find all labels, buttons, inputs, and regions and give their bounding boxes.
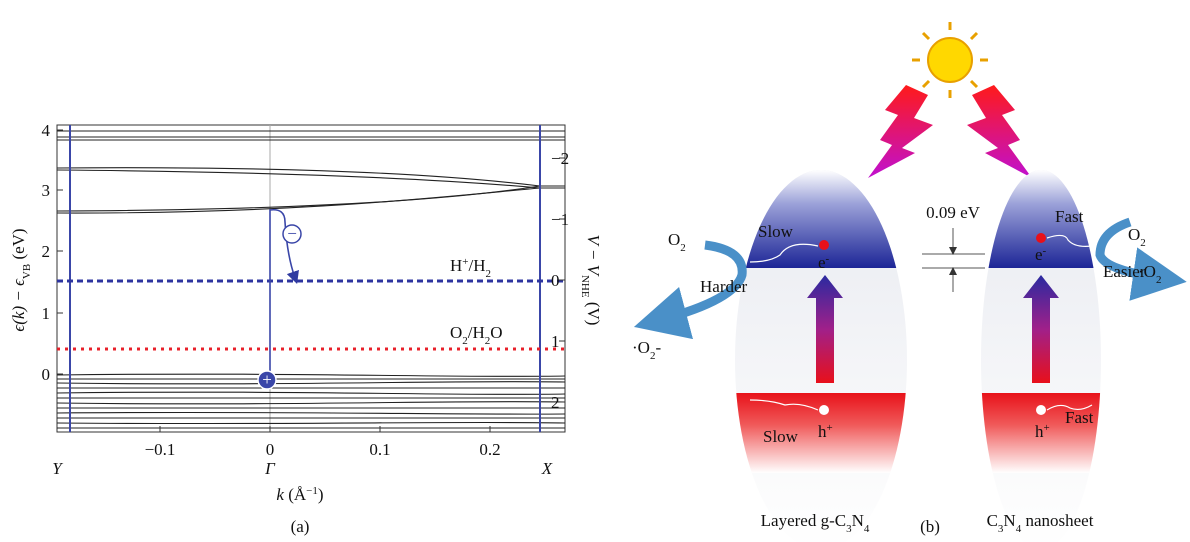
label: Fast (1055, 207, 1084, 226)
y2-tick-label: 1 (551, 332, 560, 351)
light-bolt (967, 85, 1032, 178)
sun (928, 38, 972, 82)
panel-b: 0.09 eV O2 Harder ·O2- Slow e- h+ Slow L… (632, 22, 1161, 542)
y2-tick-label: −1 (551, 210, 569, 229)
figure: − + H+/H2 O2/H2O ϵ(k) − ϵVB (eV) V − VNH… (0, 0, 1190, 542)
k-point-label: Γ (264, 459, 276, 478)
x-tick-label: 0.1 (369, 440, 390, 459)
caption: (b) (920, 517, 940, 536)
k-point-label: Y (52, 459, 63, 478)
x-tick-label: 0.2 (479, 440, 500, 459)
label: ·O2 (1138, 262, 1161, 286)
label: Slow (758, 222, 794, 241)
label: O2 (1128, 225, 1146, 249)
x-tick-label: −0.1 (145, 440, 176, 459)
charge: − (287, 224, 297, 243)
y-right-label: V − VNHE (V) (579, 235, 603, 326)
x-tick-label: 0 (266, 440, 275, 459)
electron (1036, 233, 1046, 243)
label: ·O2- (632, 338, 661, 362)
hole (1036, 405, 1046, 415)
y-tick-label: 2 (42, 242, 51, 261)
y-tick-label: 1 (42, 304, 51, 323)
label: O2 (668, 230, 686, 254)
y-left-label: ϵ(k) − ϵVB (eV) (9, 228, 33, 331)
annotation: H+/H2 (450, 256, 491, 280)
y2-tick-label: −2 (551, 149, 569, 168)
y2-tick-label: 2 (551, 393, 560, 412)
panel-a: − + H+/H2 O2/H2O ϵ(k) − ϵVB (eV) V − VNH… (9, 121, 603, 536)
label: Slow (763, 427, 799, 446)
gap-label: 0.09 eV (926, 203, 981, 222)
light-bolt (868, 85, 933, 178)
annotation: O2/H2O (450, 323, 503, 347)
caption: (a) (291, 517, 310, 536)
hole (819, 405, 829, 415)
electron (819, 240, 829, 250)
gap-marker (922, 228, 985, 292)
k-point-label: X (541, 459, 553, 478)
y2-tick-label: 0 (551, 271, 560, 290)
x-label: k (Å−1) (276, 485, 323, 504)
label: Fast (1065, 408, 1094, 427)
charge: + (262, 370, 272, 389)
y-tick-label: 4 (42, 121, 51, 140)
y-tick-label: 0 (42, 365, 51, 384)
y-tick-label: 3 (42, 181, 51, 200)
label: Harder (700, 277, 748, 296)
